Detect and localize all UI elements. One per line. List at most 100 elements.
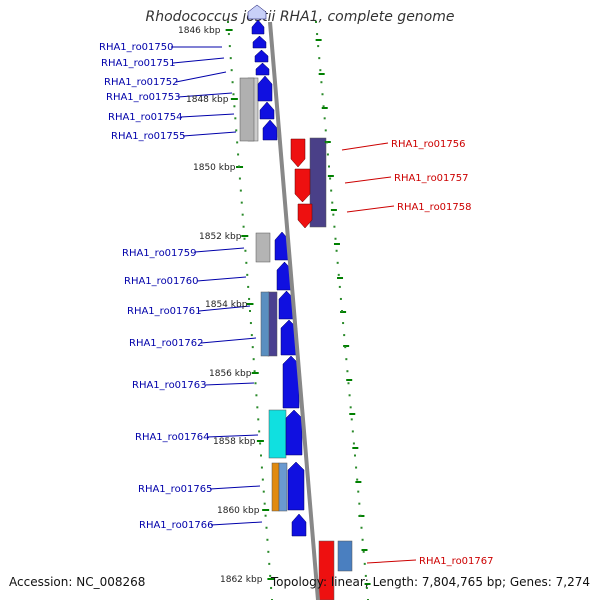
ruler-dot	[233, 105, 236, 108]
gene-label[interactable]: RHA1_ro01757	[394, 173, 469, 184]
leader-line	[177, 92, 233, 98]
ruler-dot	[250, 334, 253, 337]
ruler-dot	[349, 406, 352, 409]
ruler-dot	[317, 45, 320, 48]
leader-line	[182, 131, 237, 137]
leader-line	[206, 434, 259, 438]
leader-line	[209, 485, 261, 490]
gene-label[interactable]: RHA1_ro01759	[122, 248, 197, 259]
ruler-dot	[235, 129, 238, 132]
ruler-dot	[257, 418, 260, 421]
gene-box	[255, 232, 271, 263]
gene-box	[271, 462, 280, 512]
gene-label[interactable]: RHA1_ro01762	[129, 338, 204, 349]
tick-label: 1856 kbp	[209, 369, 252, 379]
ruler-dot	[354, 454, 356, 457]
ruler-dot	[348, 394, 351, 397]
gene-label[interactable]: RHA1_ro01765	[138, 484, 213, 495]
ruler-dot	[255, 394, 258, 397]
forward-gene-labels: RHA1_ro01750 RHA1_ro01751 RHA1_ro01752 R…	[99, 42, 214, 531]
ruler-dot	[253, 370, 256, 373]
ruler-dot	[333, 225, 336, 228]
ruler-dot	[227, 21, 229, 23]
gene-label[interactable]: RHA1_ro01750	[99, 42, 174, 53]
gene-label[interactable]: RHA1_ro01763	[132, 380, 207, 391]
ruler-dot	[234, 117, 237, 120]
ruler-dot	[245, 261, 248, 264]
gene-label[interactable]: RHA1_ro01760	[124, 276, 199, 287]
gene-label[interactable]: RHA1_ro01764	[135, 432, 210, 443]
ruler-dot	[334, 237, 337, 240]
gene-label[interactable]: RHA1_ro01758	[397, 202, 472, 213]
gene-arrow	[262, 119, 278, 141]
gene-label[interactable]: RHA1_ro01761	[127, 306, 202, 317]
ruler-dot	[363, 562, 366, 565]
gene-arrow	[282, 355, 300, 409]
ruler-dot	[318, 57, 321, 60]
leader-line	[204, 382, 255, 386]
ruler-dot	[270, 586, 273, 589]
gene-label[interactable]: RHA1_ro01756	[391, 139, 466, 150]
gene-label[interactable]: RHA1_ro01751	[101, 58, 176, 69]
ruler-dot	[326, 153, 329, 156]
ruler-dot	[262, 490, 265, 493]
ruler-dot	[239, 189, 242, 192]
leader-line	[200, 337, 257, 344]
ruler-dot	[347, 382, 350, 385]
ruler-dot	[360, 526, 363, 529]
gene-arrow	[287, 461, 305, 511]
gene-box	[309, 137, 327, 228]
gene-arrow	[297, 203, 313, 229]
ruler-dot	[231, 81, 234, 84]
ruler-dot	[329, 177, 332, 180]
gene-arrow	[247, 4, 267, 20]
ruler-dot	[230, 69, 233, 72]
ruler-dot	[352, 442, 355, 445]
ruler-dot	[362, 550, 365, 553]
leader-line	[366, 559, 417, 564]
gene-box	[278, 462, 288, 512]
ruler-dot	[359, 514, 362, 517]
ruler-dot	[264, 514, 267, 517]
ruler-dot	[346, 370, 349, 373]
genome-backbone	[268, 21, 320, 600]
gene-label[interactable]: RHA1_ro01767	[419, 556, 494, 567]
ruler-dot	[238, 177, 241, 180]
gene-label[interactable]: RHA1_ro01752	[104, 77, 179, 88]
gene-box	[239, 77, 255, 142]
ruler-dot	[345, 358, 348, 361]
gene-arrow	[274, 231, 290, 261]
reverse-gene-labels: RHA1_ro01756 RHA1_ro01757 RHA1_ro01758 R…	[391, 139, 494, 567]
tick-label: 1860 kbp	[217, 506, 260, 516]
ruler-dot	[229, 57, 232, 60]
leader-line	[175, 71, 227, 83]
topology-label: Topology: linear; Length: 7,804,765 bp; …	[270, 575, 590, 589]
ruler-dot	[335, 249, 338, 252]
gene-arrow	[251, 19, 265, 35]
ruler-dot	[265, 526, 268, 529]
ruler-dot	[252, 358, 255, 361]
ruler-dot	[343, 334, 346, 337]
ruler-dot	[261, 478, 264, 481]
ruler-dot	[337, 273, 340, 276]
ruler-dot	[228, 45, 231, 48]
gene-arrow	[252, 35, 267, 49]
tick-label: 1852 kbp	[199, 232, 242, 242]
ruler-dot	[251, 346, 254, 349]
tick-label: 1850 kbp	[193, 163, 236, 173]
ruler-dot	[358, 502, 361, 505]
ruler-dot	[328, 165, 330, 168]
gene-arrow	[280, 319, 298, 356]
gene-box	[318, 540, 335, 600]
gene-label[interactable]: RHA1_ro01766	[139, 520, 214, 531]
ruler-dot	[238, 165, 240, 168]
gene-label[interactable]: RHA1_ro01754	[108, 112, 183, 123]
ruler-dot	[332, 213, 335, 216]
tick-label: 1854 kbp	[205, 300, 248, 310]
gene-label[interactable]: RHA1_ro01753	[106, 92, 181, 103]
leader-line	[341, 142, 389, 151]
ruler-dot	[269, 574, 272, 577]
ruler-dot	[356, 478, 359, 481]
gene-label[interactable]: RHA1_ro01755	[111, 131, 186, 142]
